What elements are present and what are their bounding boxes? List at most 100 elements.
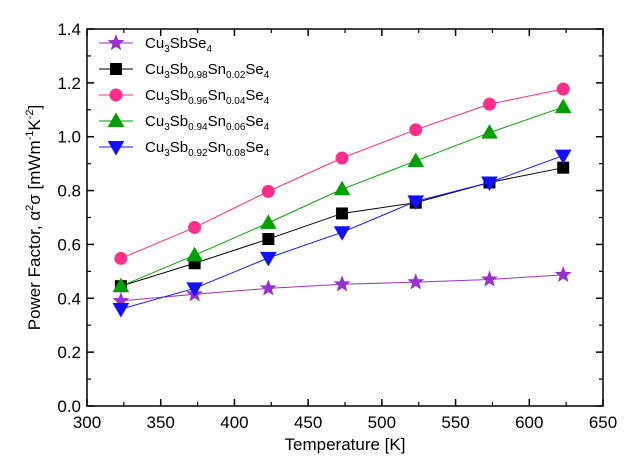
legend-label-part: Sb [170,61,188,78]
legend-marker [107,141,125,156]
legend-label-part: Sn [208,139,226,156]
legend-label-part: 4 [264,70,270,81]
y-axis-title-part: -2 [24,109,36,119]
data-point [333,226,351,241]
legend-label-part: 3 [164,148,170,159]
legend-label: Cu3Sb0.96Sn0.04Se4 [145,87,270,107]
legend-label-part: 0.02 [226,70,246,81]
data-point [186,282,203,297]
data-point [336,207,349,220]
data-point [186,246,203,262]
legend-label-part: Sn [208,61,226,78]
legend-label-part: Se [245,113,263,130]
x-tick-label: 650 [589,413,617,432]
data-point [407,152,425,167]
legend-label: Cu3Sb0.92Sn0.08Se4 [145,139,270,159]
data-point [333,275,351,292]
data-point [259,279,277,296]
data-point [335,151,349,165]
data-point [407,273,425,290]
legend-label-part: Cu [145,139,164,156]
legend-item: Cu3Sb0.96Sn0.04Se4 [99,87,270,107]
legend: Cu3SbSe4Cu3Sb0.98Sn0.02Se4Cu3Sb0.96Sn0.0… [99,34,270,159]
y-axis-title-part: 2 [24,205,36,211]
y-axis-title-part: α [25,211,44,221]
legend-label-part: 0.94 [188,122,208,133]
legend-label-part: 4 [206,44,212,55]
data-point [409,123,423,137]
data-point [482,97,496,111]
legend-label: Cu3Sb0.94Sn0.06Se4 [145,113,270,133]
legend-item: Cu3SbSe4 [99,34,212,55]
legend-label-part: 0.98 [188,70,208,81]
legend-label-part: Se [245,139,263,156]
y-axis-title-part: [mWm [25,140,44,194]
y-axis-title: Power Factor, α2σ [mWm-1K-2] [24,105,44,331]
x-tick-label: 350 [147,413,175,432]
legend-label-part: 0.92 [188,148,208,159]
data-point [554,265,572,283]
legend-label-part: 0.04 [226,96,246,107]
data-point [262,233,275,246]
legend-label-part: Cu [145,113,164,130]
y-tick-label: 0.2 [57,343,81,362]
data-point [554,149,572,165]
legend-label-part: SbSe [170,35,207,52]
legend-item: Cu3Sb0.98Sn0.02Se4 [99,61,270,81]
legend-label-part: Sb [170,113,188,130]
data-point [112,277,130,293]
series-3 [114,82,570,265]
legend-label-part: Cu [145,61,164,78]
legend-label-part: Sn [208,87,226,104]
legend-label-part: 3 [164,70,170,81]
y-tick-label: 0.8 [57,182,81,201]
legend-label-part: 0.06 [226,122,246,133]
legend-label-part: Sb [170,139,188,156]
x-axis-title: Temperature [K] [285,435,406,454]
y-axis-title-part: Power Factor, [25,221,44,331]
y-tick-label: 1.2 [57,74,81,93]
data-point [481,176,498,191]
legend-label-part: Cu [145,87,164,104]
y-tick-label: 0.4 [57,289,81,308]
y-axis-title-part: -1 [24,131,36,141]
legend-label-part: Se [245,61,263,78]
legend-label-part: Sn [208,113,226,130]
y-tick-label: 0.0 [57,397,81,416]
legend-item: Cu3Sb0.92Sn0.08Se4 [99,139,270,159]
data-point [114,251,128,265]
legend-label-part: 3 [164,122,170,133]
x-tick-label: 600 [515,413,543,432]
series-4 [112,98,572,293]
x-tick-label: 300 [73,413,101,432]
series-line [120,106,564,287]
legend-label-part: 4 [264,122,270,133]
x-tick-label: 450 [294,413,322,432]
legend-label-part: Cu [145,35,164,52]
legend-marker [109,88,123,102]
legend-marker [110,63,122,75]
legend-label-part: 3 [164,44,170,55]
legend-label: Cu3SbSe4 [145,35,212,55]
data-point [407,195,425,210]
data-point [554,98,572,114]
data-point [188,220,202,234]
y-tick-label: 1.0 [57,128,81,147]
y-axis-title-part: K [25,119,44,131]
data-point [333,180,351,196]
legend-label-part: 4 [264,148,270,159]
data-point [481,124,498,139]
legend-label-part: Se [245,87,263,104]
plot-layer [112,82,572,318]
y-axis-title-part: σ [25,194,44,205]
legend-label-part: 3 [164,96,170,107]
y-axis-title-part: ] [25,105,44,110]
series-5 [112,149,572,318]
legend-label-part: 0.08 [226,148,246,159]
axes-layer: 300 350 400 450 500 550 600 650 0.0 0.2 0.4 0.6 0.8 1… [57,20,617,432]
data-point [261,184,275,198]
x-tick-label: 550 [441,413,469,432]
legend-label-part: 0.96 [188,96,208,107]
x-tick-label: 400 [220,413,248,432]
